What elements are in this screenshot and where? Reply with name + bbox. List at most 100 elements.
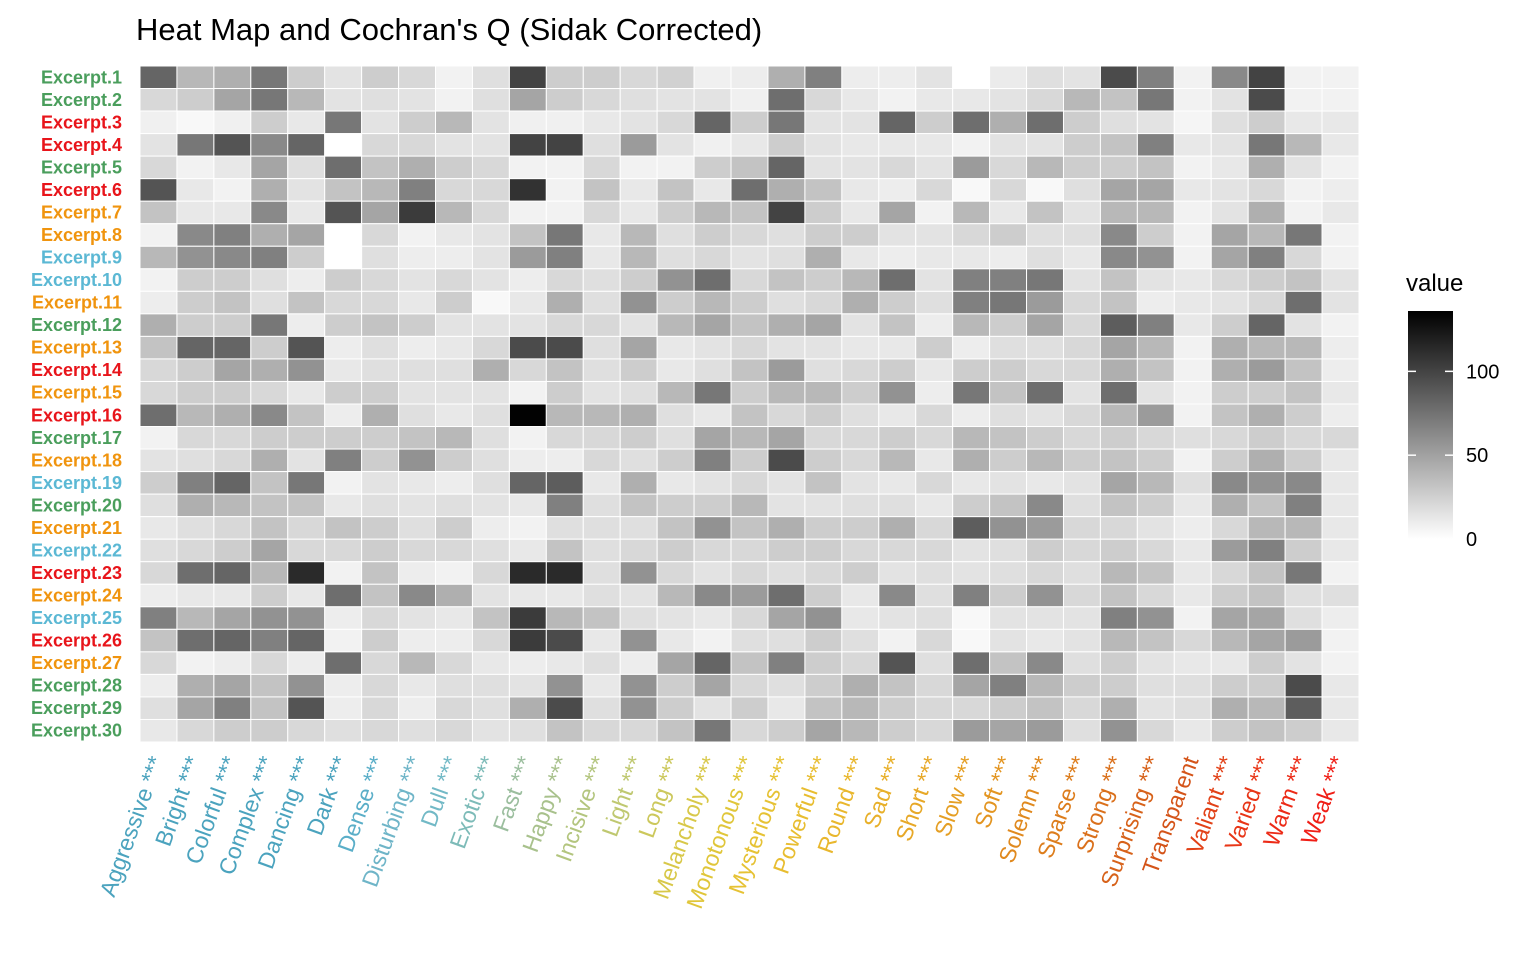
heatmap-cell <box>952 110 991 135</box>
heatmap-cell <box>804 335 843 360</box>
heatmap-cell <box>139 538 178 563</box>
heatmap-cell <box>213 673 252 698</box>
heatmap-cell <box>1284 65 1323 90</box>
heatmap-cell <box>1099 651 1138 675</box>
heatmap-cell <box>1247 133 1286 157</box>
heatmap-cell <box>952 335 991 360</box>
heatmap-cell <box>656 561 695 585</box>
y-tick-label: Excerpt.13 <box>31 338 122 358</box>
heatmap-cell <box>1247 155 1286 180</box>
heatmap-cell <box>1026 696 1064 720</box>
heatmap-cell <box>952 290 991 315</box>
heatmap-cell <box>435 403 473 428</box>
heatmap-cell <box>250 583 289 608</box>
heatmap-cell <box>471 335 510 360</box>
heatmap-cell <box>878 696 917 720</box>
heatmap-cell <box>1284 516 1323 540</box>
heatmap-cell <box>471 133 510 157</box>
heatmap-cell <box>508 561 547 585</box>
heatmap-cell <box>1062 65 1101 90</box>
heatmap-cell <box>656 155 695 180</box>
heatmap-cell <box>804 696 843 720</box>
heatmap-cell <box>398 178 437 202</box>
heatmap-cell <box>1247 471 1286 495</box>
heatmap-cell <box>989 200 1028 225</box>
heatmap-cell <box>1173 493 1212 518</box>
heatmap-cell <box>398 380 437 405</box>
heatmap-cell <box>139 673 178 698</box>
heatmap-cell <box>656 651 695 675</box>
heatmap-cell <box>287 718 326 743</box>
heatmap-cell <box>693 133 732 157</box>
heatmap-cell <box>952 448 991 473</box>
heatmap-cell <box>361 88 400 112</box>
heatmap-cell <box>804 673 843 698</box>
heatmap-cell <box>582 133 621 157</box>
heatmap-cell <box>693 628 732 653</box>
heatmap-cell <box>1173 380 1212 405</box>
heatmap-cell <box>730 223 769 247</box>
heatmap-cell <box>767 358 806 382</box>
legend-ticks: 0 50 100 <box>1408 361 1499 551</box>
heatmap-cell <box>213 516 252 540</box>
heatmap-cell <box>1136 200 1175 225</box>
heatmap-cell <box>508 358 547 382</box>
heatmap-cell <box>508 268 547 292</box>
heatmap-cell <box>730 426 769 450</box>
y-tick-label: Excerpt.12 <box>31 315 122 335</box>
heatmap-cell <box>1247 65 1286 90</box>
heatmap-cell <box>1099 110 1138 135</box>
heatmap-cell <box>1210 155 1249 180</box>
heatmap-cell <box>693 268 732 292</box>
heatmap-cell <box>287 538 326 563</box>
heatmap-cell <box>582 380 621 405</box>
heatmap-cell <box>213 223 252 247</box>
heatmap-cell <box>1284 471 1323 495</box>
heatmap-cell <box>213 88 252 112</box>
heatmap-cell <box>767 268 806 292</box>
heatmap-cell <box>324 155 363 180</box>
heatmap-cell <box>508 696 547 720</box>
heatmap-cell <box>213 268 252 292</box>
heatmap-cell <box>250 358 289 382</box>
heatmap-cell <box>1173 178 1212 202</box>
heatmap-cell <box>878 538 917 563</box>
heatmap-cell <box>139 628 178 653</box>
y-tick-label: Excerpt.10 <box>31 270 122 290</box>
heatmap-cell <box>693 538 732 563</box>
heatmap-cell <box>878 245 917 270</box>
heatmap-cell <box>324 88 363 112</box>
heatmap-cell <box>656 290 695 315</box>
heatmap-cell <box>324 65 363 90</box>
heatmap-cell <box>1321 335 1360 360</box>
heatmap-cell <box>1321 606 1360 630</box>
heatmap-cell <box>878 290 917 315</box>
heatmap-cell <box>878 178 917 202</box>
heatmap-cell <box>693 471 732 495</box>
heatmap-cell <box>1173 223 1212 247</box>
heatmap-cell <box>1026 178 1064 202</box>
heatmap-cell <box>324 200 363 225</box>
heatmap-cell <box>1173 335 1212 360</box>
heatmap-cell <box>139 313 178 337</box>
heatmap-cell <box>398 493 437 518</box>
heatmap-cell <box>176 65 215 90</box>
heatmap-cell <box>398 403 437 428</box>
heatmap-cell <box>619 628 658 653</box>
heatmap-cell <box>1321 65 1360 90</box>
heatmap-cell <box>176 403 215 428</box>
heatmap-cell <box>361 268 400 292</box>
heatmap-cell <box>619 561 658 585</box>
heatmap-cell <box>1284 268 1323 292</box>
heatmap-cell <box>767 426 806 450</box>
heatmap-cell <box>324 223 363 247</box>
heatmap-cell <box>1026 155 1064 180</box>
heatmap-cell <box>915 628 954 653</box>
heatmap-cell <box>619 133 658 157</box>
heatmap-cell <box>435 178 473 202</box>
heatmap-cell <box>1173 471 1212 495</box>
heatmap-cell <box>287 268 326 292</box>
heatmap-cell <box>915 65 954 90</box>
heatmap-cell <box>176 628 215 653</box>
heatmap-cell <box>804 606 843 630</box>
